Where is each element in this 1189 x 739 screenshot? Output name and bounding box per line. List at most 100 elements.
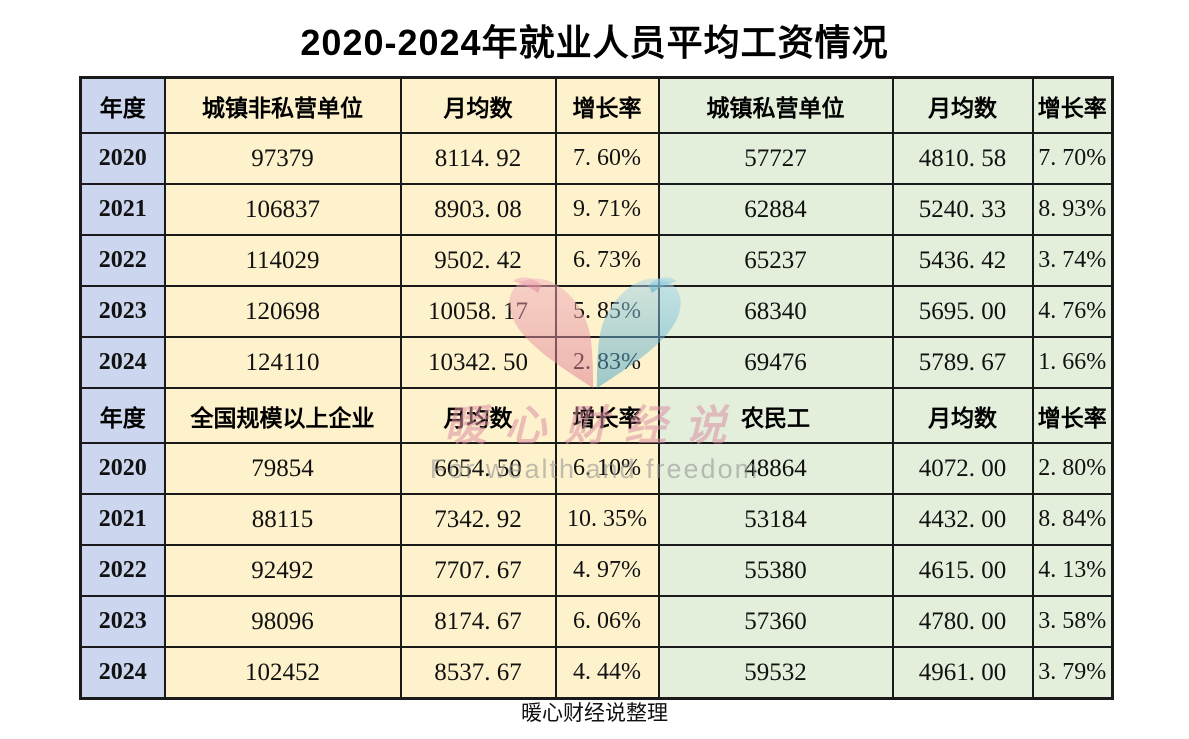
header-cell: 月均数: [399, 387, 557, 444]
header-row-section-2: 年度 全国规模以上企业 月均数 增长率 农民工 月均数 增长率: [79, 387, 1114, 444]
year-cell: 2020: [79, 132, 166, 185]
header-cell: 城镇非私营单位: [163, 76, 402, 134]
year-cell: 2021: [79, 493, 166, 546]
value-cell: 57360: [657, 595, 894, 648]
value-cell: 3. 58%: [1031, 595, 1114, 648]
value-cell: 10058. 17: [399, 285, 557, 338]
value-cell: 92492: [163, 544, 402, 597]
value-cell: 6654. 50: [399, 442, 557, 495]
header-cell: 增长率: [1031, 387, 1114, 444]
value-cell: 53184: [657, 493, 894, 546]
value-cell: 5436. 42: [891, 234, 1034, 287]
table-row: 2021 88115 7342. 92 10. 35% 53184 4432. 00 8. …: [79, 493, 1114, 546]
year-cell: 2023: [79, 595, 166, 648]
header-cell: 增长率: [1031, 76, 1114, 134]
value-cell: 5. 85%: [554, 285, 660, 338]
value-cell: 8903. 08: [399, 183, 557, 236]
value-cell: 2. 80%: [1031, 442, 1114, 495]
value-cell: 120698: [163, 285, 402, 338]
value-cell: 88115: [163, 493, 402, 546]
value-cell: 8537. 67: [399, 646, 557, 700]
value-cell: 7342. 92: [399, 493, 557, 546]
value-cell: 5789. 67: [891, 336, 1034, 389]
year-cell: 2021: [79, 183, 166, 236]
value-cell: 4072. 00: [891, 442, 1034, 495]
table-row: 2022 114029 9502. 42 6. 73% 65237 5436. 42 3. …: [79, 234, 1114, 287]
header-cell: 年度: [79, 76, 166, 134]
value-cell: 4780. 00: [891, 595, 1034, 648]
value-cell: 4. 97%: [554, 544, 660, 597]
value-cell: 7707. 67: [399, 544, 557, 597]
value-cell: 4. 76%: [1031, 285, 1114, 338]
header-cell: 农民工: [657, 387, 894, 444]
value-cell: 4615. 00: [891, 544, 1034, 597]
page-title: 2020-2024年就业人员平均工资情况: [300, 22, 889, 63]
value-cell: 3. 79%: [1031, 646, 1114, 700]
year-cell: 2022: [79, 544, 166, 597]
value-cell: 4961. 00: [891, 646, 1034, 700]
header-cell: 增长率: [554, 76, 660, 134]
value-cell: 10. 35%: [554, 493, 660, 546]
table-row: 2023 120698 10058. 17 5. 85% 68340 5695. 00 4.…: [79, 285, 1114, 338]
value-cell: 59532: [657, 646, 894, 700]
year-cell: 2022: [79, 234, 166, 287]
table-row: 2024 124110 10342. 50 2. 83% 69476 5789. 67 1.…: [79, 336, 1114, 389]
value-cell: 8174. 67: [399, 595, 557, 648]
value-cell: 8. 84%: [1031, 493, 1114, 546]
year-cell: 2024: [79, 646, 166, 700]
value-cell: 68340: [657, 285, 894, 338]
header-cell: 城镇私营单位: [657, 76, 894, 134]
value-cell: 8. 93%: [1031, 183, 1114, 236]
header-cell: 全国规模以上企业: [163, 387, 402, 444]
header-row-section-1: 年度 城镇非私营单位 月均数 增长率 城镇私营单位 月均数 增长率: [79, 76, 1114, 134]
year-cell: 2024: [79, 336, 166, 389]
value-cell: 9. 71%: [554, 183, 660, 236]
value-cell: 2. 83%: [554, 336, 660, 389]
footer-credit: 暖心财经说整理: [521, 701, 668, 725]
value-cell: 69476: [657, 336, 894, 389]
value-cell: 79854: [163, 442, 402, 495]
value-cell: 4. 44%: [554, 646, 660, 700]
value-cell: 65237: [657, 234, 894, 287]
value-cell: 97379: [163, 132, 402, 185]
table-row: 2022 92492 7707. 67 4. 97% 55380 4615. 00 4. 1…: [79, 544, 1114, 597]
table-row: 2020 79854 6654. 50 6. 10% 48864 4072. 00 2. 8…: [79, 442, 1114, 495]
value-cell: 1. 66%: [1031, 336, 1114, 389]
header-cell: 月均数: [891, 387, 1034, 444]
value-cell: 7. 60%: [554, 132, 660, 185]
header-cell: 月均数: [891, 76, 1034, 134]
table-row: 2023 98096 8174. 67 6. 06% 57360 4780. 00 3. 5…: [79, 595, 1114, 648]
value-cell: 6. 06%: [554, 595, 660, 648]
value-cell: 62884: [657, 183, 894, 236]
value-cell: 102452: [163, 646, 402, 700]
value-cell: 106837: [163, 183, 402, 236]
value-cell: 98096: [163, 595, 402, 648]
value-cell: 5695. 00: [891, 285, 1034, 338]
header-cell: 年度: [79, 387, 166, 444]
year-cell: 2023: [79, 285, 166, 338]
table-row: 2021 106837 8903. 08 9. 71% 62884 5240. 33 8. …: [79, 183, 1114, 236]
table-row: 2024 102452 8537. 67 4. 44% 59532 4961. 00 3. …: [79, 646, 1114, 700]
value-cell: 7. 70%: [1031, 132, 1114, 185]
value-cell: 6. 10%: [554, 442, 660, 495]
wage-table: 年度 城镇非私营单位 月均数 增长率 城镇私营单位 月均数 增长率 2020 97379 8114…: [79, 76, 1114, 700]
header-cell: 增长率: [554, 387, 660, 444]
value-cell: 8114. 92: [399, 132, 557, 185]
value-cell: 4. 13%: [1031, 544, 1114, 597]
value-cell: 55380: [657, 544, 894, 597]
value-cell: 6. 73%: [554, 234, 660, 287]
year-cell: 2020: [79, 442, 166, 495]
value-cell: 48864: [657, 442, 894, 495]
value-cell: 10342. 50: [399, 336, 557, 389]
table-row: 2020 97379 8114. 92 7. 60% 57727 4810. 58 7. 7…: [79, 132, 1114, 185]
value-cell: 114029: [163, 234, 402, 287]
value-cell: 57727: [657, 132, 894, 185]
value-cell: 9502. 42: [399, 234, 557, 287]
value-cell: 4810. 58: [891, 132, 1034, 185]
value-cell: 5240. 33: [891, 183, 1034, 236]
header-cell: 月均数: [399, 76, 557, 134]
value-cell: 4432. 00: [891, 493, 1034, 546]
value-cell: 124110: [163, 336, 402, 389]
value-cell: 3. 74%: [1031, 234, 1114, 287]
